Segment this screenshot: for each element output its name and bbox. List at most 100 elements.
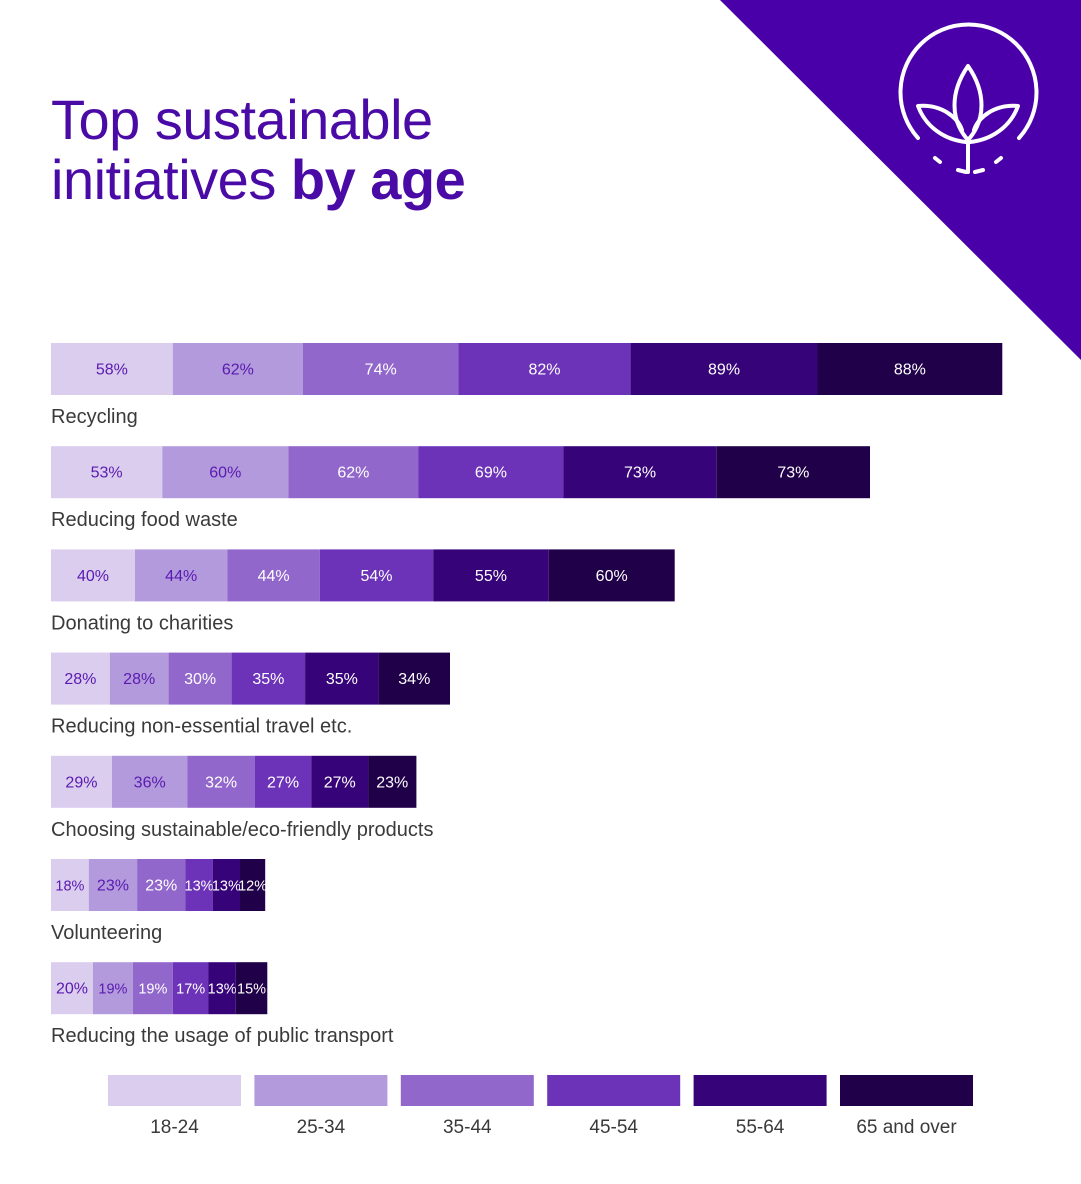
legend-swatch xyxy=(547,1075,681,1106)
category-label: Choosing sustainable/eco-friendly produc… xyxy=(51,819,433,841)
bar-value-label: 13% xyxy=(208,982,237,998)
bar-segment xyxy=(254,755,312,808)
bar-segment xyxy=(132,962,173,1015)
bar-value-label: 19% xyxy=(98,982,127,998)
legend-swatch xyxy=(108,1075,241,1106)
bar-segment xyxy=(172,343,303,395)
bar-value-label: 53% xyxy=(91,465,123,482)
bar-value-label: 12% xyxy=(238,879,267,895)
bar-segment xyxy=(187,755,255,808)
bar-segment xyxy=(208,962,236,1015)
bar-segment xyxy=(368,755,417,808)
bar-value-label: 82% xyxy=(528,362,560,379)
title-line-2: initiatives xyxy=(51,148,291,211)
bar-segment xyxy=(433,549,549,602)
bar-segment xyxy=(235,962,268,1015)
bar-value-label: 27% xyxy=(267,774,299,791)
bar-value-label: 29% xyxy=(65,774,97,791)
bar-value-label: 17% xyxy=(176,982,205,998)
bar-segment xyxy=(51,446,163,499)
bar-value-label: 35% xyxy=(326,671,358,688)
category-label: Recycling xyxy=(51,406,138,428)
bar-value-label: 74% xyxy=(365,362,397,379)
legend-label: 55-64 xyxy=(736,1117,785,1138)
title-line-2-bold: by age xyxy=(290,148,466,211)
bar-value-label: 36% xyxy=(134,774,166,791)
bar-value-label: 27% xyxy=(324,774,356,791)
bar-segment xyxy=(817,343,1003,395)
bar-value-label: 15% xyxy=(237,982,266,998)
bar-segment xyxy=(137,859,186,911)
bar-segment xyxy=(303,343,459,395)
bar-value-label: 62% xyxy=(222,362,254,379)
bar-value-label: 23% xyxy=(145,878,177,895)
bar-segment xyxy=(305,652,379,705)
bar-segment xyxy=(378,652,450,705)
bar-value-label: 34% xyxy=(398,671,430,688)
bar-value-label: 13% xyxy=(212,879,241,895)
category-label: Reducing non-essential travel etc. xyxy=(51,716,352,738)
bar-value-label: 23% xyxy=(97,878,129,895)
bar-segment xyxy=(51,859,89,911)
legend-label: 45-54 xyxy=(589,1117,638,1138)
bar-segment xyxy=(172,962,209,1015)
bar-segment xyxy=(162,446,289,499)
bar-value-label: 44% xyxy=(258,568,290,585)
bar-segment xyxy=(240,859,266,911)
bar-value-label: 35% xyxy=(252,671,284,688)
bar-segment xyxy=(227,549,320,602)
bar-segment xyxy=(135,549,228,602)
bar-value-label: 40% xyxy=(77,568,109,585)
leaf-plant-icon xyxy=(898,22,1039,174)
bar-value-label: 30% xyxy=(184,671,216,688)
bar-segment xyxy=(231,652,306,705)
bar-value-label: 18% xyxy=(55,879,84,895)
legend-label: 25-34 xyxy=(297,1117,346,1138)
category-label: Reducing food waste xyxy=(51,509,238,531)
bar-value-label: 88% xyxy=(894,362,926,379)
bar-segment xyxy=(185,859,213,911)
legend-label: 18-24 xyxy=(150,1117,199,1138)
page-title: Top sustainable initiatives by age xyxy=(51,90,466,211)
bar-value-label: 32% xyxy=(205,774,237,791)
category-label: Reducing the usage of public transport xyxy=(51,1025,394,1047)
bar-value-label: 60% xyxy=(596,568,628,585)
corner-triangle xyxy=(720,0,1081,360)
bar-value-label: 89% xyxy=(708,362,740,379)
legend-swatch xyxy=(400,1075,534,1106)
bar-segment xyxy=(88,859,138,911)
bar-segment xyxy=(51,962,93,1015)
bar-segment xyxy=(319,549,434,602)
bar-value-label: 55% xyxy=(475,568,507,585)
bar-segment xyxy=(563,446,717,499)
bar-value-label: 44% xyxy=(165,568,197,585)
bar-segment xyxy=(212,859,240,911)
bar-segment xyxy=(111,755,188,808)
bar-segment xyxy=(51,652,110,705)
bar-value-label: 28% xyxy=(64,671,96,688)
bar-segment xyxy=(716,446,870,499)
bar-value-label: 58% xyxy=(96,362,128,379)
bar-segment xyxy=(288,446,419,499)
bar-segment xyxy=(418,446,564,499)
bar-value-label: 19% xyxy=(138,982,167,998)
bar-segment xyxy=(51,549,135,602)
bar-segment xyxy=(630,343,818,395)
legend-swatch xyxy=(693,1075,827,1106)
bar-segment xyxy=(458,343,631,395)
bar-segment xyxy=(168,652,232,705)
bar-segment xyxy=(51,343,173,395)
bar-value-label: 20% xyxy=(56,981,88,998)
bar-value-label: 73% xyxy=(777,465,809,482)
bar-segment xyxy=(93,962,133,1015)
bar-segment xyxy=(548,549,675,602)
bar-value-label: 69% xyxy=(475,465,507,482)
legend-swatch xyxy=(254,1075,388,1106)
legend-label: 65 and over xyxy=(856,1117,957,1138)
legend-label: 35-44 xyxy=(443,1117,492,1138)
bar-value-label: 62% xyxy=(337,465,369,482)
category-label: Donating to charities xyxy=(51,612,233,634)
bar-value-label: 13% xyxy=(185,879,214,895)
